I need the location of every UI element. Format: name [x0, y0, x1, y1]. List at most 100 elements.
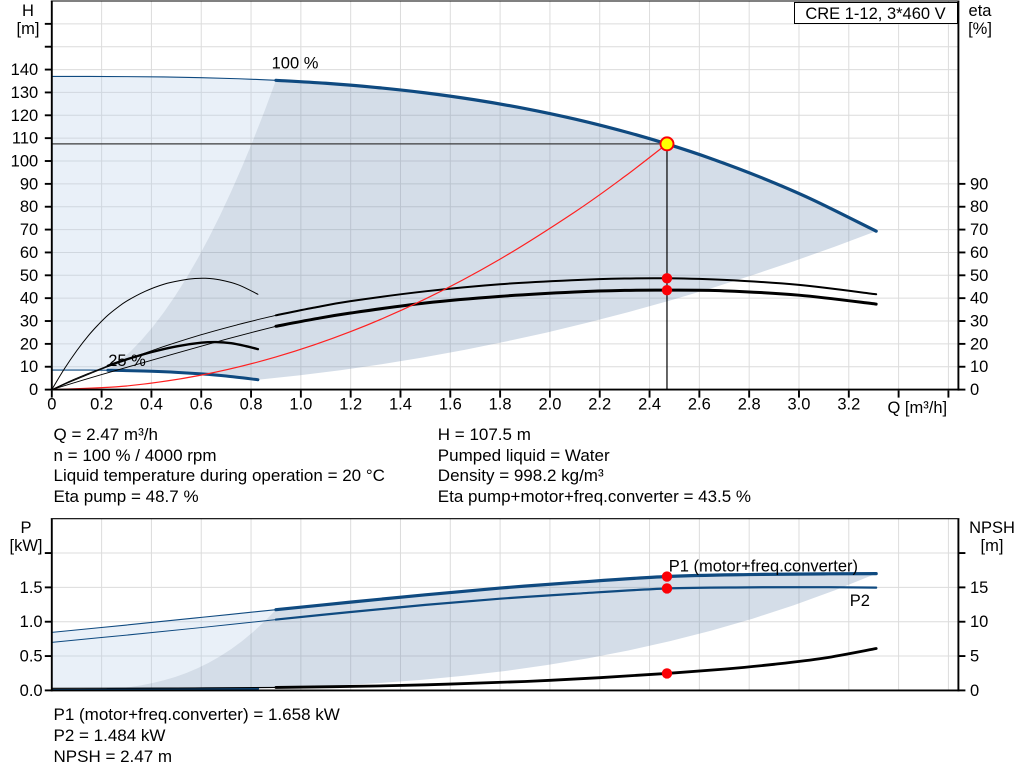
eta-pump-25pct-curve — [51, 277, 259, 391]
p2-shaft-power-lead — [51, 619, 277, 643]
x-tick-label: 3.2 — [837, 396, 860, 414]
npsh-point — [661, 668, 673, 679]
right-tick-label: 5 — [970, 648, 979, 666]
right-tick-label: 50 — [970, 267, 988, 285]
x-tick-label: 0 — [47, 396, 56, 414]
right-tick-label: 10 — [970, 613, 988, 631]
left-tick-label: 10 — [20, 358, 38, 376]
x-tick-label: 1.2 — [339, 396, 362, 414]
p1-motor-freq-curve — [274, 572, 878, 612]
npsh-axis-title-symbol: NPSH — [969, 519, 1015, 537]
annotation-p1: P1 (motor+freq.converter) = 1.658 kW — [53, 705, 340, 725]
right-tick-label: 60 — [970, 244, 988, 262]
eta-total-25pct-lead — [51, 365, 109, 391]
operating-envelope-region — [107, 80, 877, 380]
npsh-curve-curve — [274, 647, 878, 689]
duty-point[interactable] — [659, 136, 675, 152]
eta-total-100pct-lead — [51, 325, 277, 391]
eta-pump-100pct-curve — [274, 277, 878, 317]
annotation-eta-total: Eta pump+motor+freq.converter = 43.5 % — [437, 487, 752, 507]
eta-axis-title-unit: [%] — [968, 20, 992, 39]
npsh-curve-lead — [51, 686, 277, 689]
p1-25pct-curve — [106, 687, 260, 691]
annotation-density: Density = 998.2 kg/m³ — [437, 466, 604, 486]
npsh-axis-title-unit: [m] — [980, 537, 1004, 556]
pump-title: CRE 1-12, 3*460 V — [805, 4, 946, 23]
x-tick-label: 2.2 — [588, 396, 611, 414]
x-tick-label: 2.0 — [538, 396, 561, 414]
h-axis-title-unit: [m] — [16, 20, 40, 39]
right-tick-label: 10 — [970, 358, 988, 376]
head-100pct-curve — [274, 78, 878, 233]
speed-25-label: 25 % — [108, 352, 146, 370]
x-tick-label: 1.0 — [289, 396, 312, 414]
duty-annotations-left: Q = 2.47 m³/h n = 100 % / 4000 rpm Liqui… — [54, 425, 385, 508]
left-tick-label: 0.5 — [20, 648, 43, 666]
annotation-p2: P2 = 1.484 kW — [53, 726, 166, 746]
left-tick-label: 1.5 — [20, 579, 43, 597]
x-tick-label: 0.8 — [240, 396, 263, 414]
axes: 0 10 20 30 40 50 60 70 80 90 100 110 120 130 140 0 10 20 3… — [11, 0, 988, 417]
right-tick-label: 20 — [970, 335, 988, 353]
x-tick-label: 3.0 — [788, 396, 811, 414]
eta-axis-title: eta [%] — [958, 2, 1002, 38]
p1-point — [661, 571, 673, 582]
gridlines — [51, 518, 959, 691]
x-tick-label: 0.4 — [140, 396, 163, 414]
eta-total-point — [661, 284, 673, 296]
annotation-eta-pump: Eta pump = 48.7 % — [53, 487, 199, 507]
head-flow-chart: 0 10 20 30 40 50 60 70 80 90 100 110 120 130 140 0 10 20 3… — [11, 0, 988, 417]
left-tick-label: 1.0 — [20, 613, 43, 631]
gridlines — [51, 1, 959, 390]
head-25pct-curve — [106, 368, 260, 382]
operating-envelope-power-region — [107, 573, 877, 690]
left-tick-label: 60 — [20, 244, 38, 262]
p1-motor-freq-lead — [51, 609, 277, 633]
left-tick-label: 70 — [20, 221, 38, 239]
x-tick-label: 2.6 — [688, 396, 711, 414]
x-tick-label: 2.4 — [638, 396, 661, 414]
left-tick-label: 90 — [20, 175, 38, 193]
right-tick-label: 70 — [970, 221, 988, 239]
h-axis-title: H [m] — [8, 2, 48, 38]
left-tick-label: 50 — [20, 267, 38, 285]
p-axis-title-symbol: P — [20, 519, 32, 537]
right-tick-label: 0 — [970, 682, 979, 700]
eta-total-100pct-curve — [274, 288, 878, 328]
right-tick-label: 80 — [970, 198, 988, 216]
left-tick-label: 0 — [29, 381, 38, 399]
x-axis-title: Q [m³/h] — [888, 399, 948, 417]
right-tick-label: 40 — [970, 290, 988, 308]
duty-annotations-right: H = 107.5 m Pumped liquid = Water Densit… — [438, 425, 751, 508]
annotation-speed: n = 100 % / 4000 rpm — [53, 445, 217, 465]
x-tick-label: 0.6 — [190, 396, 213, 414]
left-tick-label: 30 — [20, 313, 38, 331]
power-annotations: P1 (motor+freq.converter) = 1.658 kW P2 … — [54, 705, 340, 767]
x-tick-label: 1.6 — [439, 396, 462, 414]
left-tick-label: 0.0 — [20, 682, 43, 700]
p2-point — [661, 583, 673, 594]
left-tick-label: 80 — [20, 198, 38, 216]
h-axis-title-symbol: H — [22, 2, 34, 20]
annotation-pumped-liquid: Pumped liquid = Water — [437, 445, 610, 465]
p-axis-title: P [kW] — [6, 519, 46, 555]
right-tick-label: 30 — [970, 313, 988, 331]
p2-curve-label: P2 — [850, 592, 870, 610]
annotation-flow: Q = 2.47 m³/h — [53, 424, 158, 444]
x-tick-label: 2.8 — [738, 396, 761, 414]
p-axis-title-unit: [kW] — [9, 537, 43, 556]
eta-total-25pct-curve — [106, 340, 260, 368]
p2-shaft-power-curve — [274, 586, 878, 621]
pump-title-box: CRE 1-12, 3*460 V — [793, 1, 958, 25]
eta-pump-point — [661, 273, 673, 284]
left-tick-label: 110 — [12, 130, 38, 148]
npsh-axis-title: NPSH [m] — [966, 519, 1018, 555]
eta-pump-100pct-lead — [51, 314, 277, 391]
right-tick-label: 90 — [970, 175, 988, 193]
left-tick-label: 20 — [20, 335, 38, 353]
left-tick-label: 100 — [11, 153, 39, 171]
axes: 0.0 0.5 1.0 1.5 0 5 10 15 — [20, 518, 988, 700]
x-tick-label: 1.8 — [489, 396, 512, 414]
right-tick-label: 15 — [970, 579, 988, 597]
